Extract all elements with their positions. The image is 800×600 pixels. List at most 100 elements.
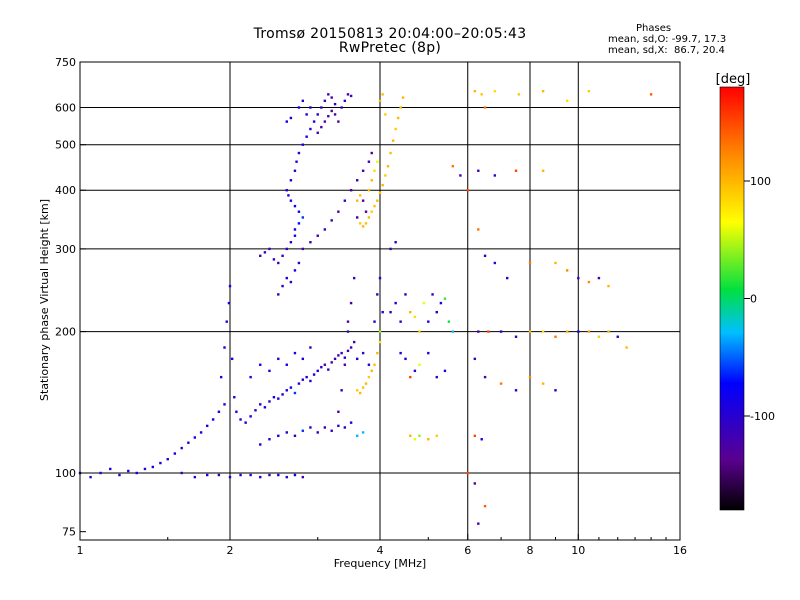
echo-point <box>301 216 305 219</box>
echo-point <box>349 421 353 424</box>
echo-point <box>358 222 362 225</box>
echo-point <box>239 473 242 477</box>
echo-point <box>293 391 297 395</box>
echo-point <box>473 357 477 361</box>
echo-point <box>373 363 376 366</box>
echo-point <box>370 210 373 213</box>
echo-point <box>320 106 323 109</box>
echo-point <box>259 443 262 446</box>
echo-point <box>514 335 518 338</box>
echo-point <box>355 199 359 202</box>
echo-point <box>309 241 312 244</box>
echo-point <box>228 475 232 479</box>
echo-point <box>340 351 343 355</box>
echo-point <box>135 471 138 475</box>
echo-point <box>180 471 183 475</box>
y-tick-label: 75 <box>62 526 76 539</box>
echo-point <box>607 330 610 333</box>
y-tick-label: 500 <box>55 139 76 152</box>
y-tick-label: 200 <box>55 326 76 339</box>
echo-point <box>297 210 301 213</box>
echo-point <box>355 434 359 438</box>
echo-point <box>199 431 203 434</box>
echo-point <box>337 210 340 213</box>
echo-point <box>477 169 480 172</box>
echo-point <box>477 228 480 231</box>
echo-point <box>427 351 430 355</box>
echo-point <box>343 356 347 359</box>
echo-point <box>327 93 330 96</box>
echo-point <box>480 438 483 441</box>
scatter-points <box>78 89 653 525</box>
echo-point <box>340 389 343 392</box>
echo-point <box>205 424 209 428</box>
y-tick-label: 400 <box>55 184 76 197</box>
echo-point <box>346 93 350 96</box>
echo-point <box>211 418 215 421</box>
echo-point <box>483 504 487 508</box>
phase-stats-x-mode: mean, sd,X: 86.7, 20.4 <box>608 45 725 56</box>
echo-point <box>346 349 350 353</box>
colorbar-tick-label: -100 <box>750 410 775 423</box>
echo-point <box>443 297 447 300</box>
echo-point <box>389 310 392 314</box>
echo-point <box>364 382 368 385</box>
echo-point <box>249 375 252 379</box>
echo-point <box>320 125 323 129</box>
echo-point <box>399 106 402 109</box>
echo-point <box>528 330 532 333</box>
echo-point <box>249 415 252 418</box>
y-tick-label: 600 <box>55 102 76 115</box>
echo-point <box>337 354 340 357</box>
echo-point <box>205 473 209 477</box>
echo-point <box>349 94 353 98</box>
echo-point <box>343 99 347 103</box>
echo-point <box>151 465 155 469</box>
echo-point <box>281 393 284 396</box>
x-tick-label: 1 <box>77 544 84 557</box>
echo-point <box>381 183 384 187</box>
echo-point <box>473 482 477 485</box>
echo-point <box>473 434 477 438</box>
echo-point <box>343 199 347 202</box>
echo-point <box>259 254 262 258</box>
echo-point <box>364 210 368 213</box>
echo-point <box>268 400 271 403</box>
echo-point <box>309 426 312 429</box>
echo-point <box>297 261 301 265</box>
echo-point <box>541 330 545 333</box>
echo-point <box>384 174 387 177</box>
echo-point <box>493 261 497 265</box>
echo-point <box>301 99 305 103</box>
echo-point <box>587 280 591 284</box>
colorbar <box>719 86 745 511</box>
echo-point <box>254 409 257 412</box>
echo-point <box>235 410 238 413</box>
echo-point <box>367 363 371 366</box>
echo-point <box>349 189 353 192</box>
x-tick-label: 16 <box>673 544 687 557</box>
echo-point <box>451 330 455 333</box>
echo-point <box>361 431 365 434</box>
x-tick-label: 6 <box>464 544 471 557</box>
echo-point <box>293 351 297 355</box>
echo-point <box>499 382 503 385</box>
echo-point <box>587 89 591 93</box>
echo-point <box>361 169 365 172</box>
echo-point <box>401 96 405 99</box>
echo-point <box>352 340 356 344</box>
echo-point <box>435 375 438 379</box>
echo-point <box>301 143 305 146</box>
echo-point <box>370 179 373 182</box>
echo-point <box>259 363 262 366</box>
echo-point <box>499 330 503 333</box>
echo-point <box>554 261 557 265</box>
echo-point <box>483 106 487 109</box>
echo-point <box>355 389 359 392</box>
echo-point <box>289 179 293 182</box>
echo-point <box>327 368 330 371</box>
echo-point <box>493 89 497 93</box>
echo-point <box>435 310 438 314</box>
echo-point <box>349 346 353 349</box>
echo-point <box>616 335 619 338</box>
